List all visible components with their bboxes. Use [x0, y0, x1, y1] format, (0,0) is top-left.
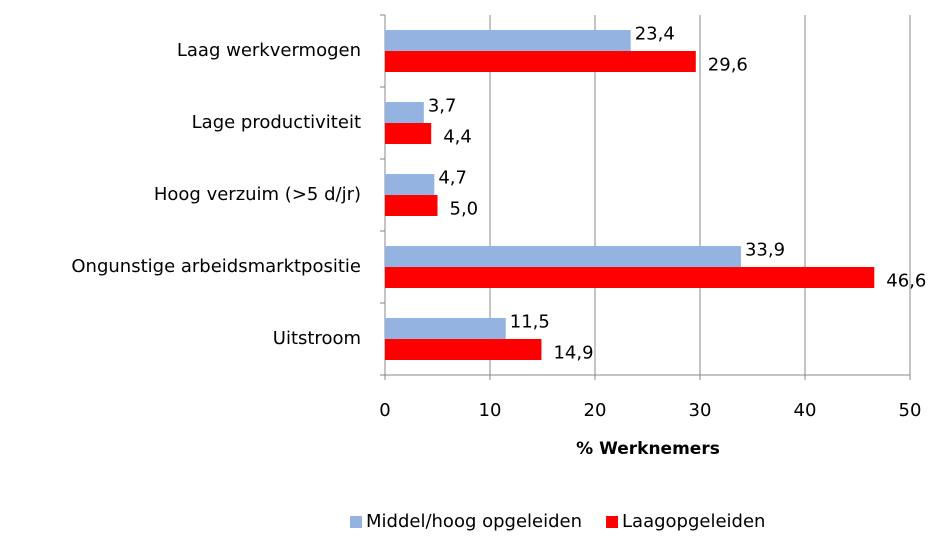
value-label: 46,6	[886, 271, 926, 292]
x-tick-label: 0	[379, 400, 390, 421]
value-label: 29,6	[708, 55, 748, 76]
y-tick-label: Laag werkvermogen	[177, 40, 361, 61]
x-tick-label: 10	[479, 400, 502, 421]
bar	[385, 267, 875, 288]
legend-label: Middel/hoog opgeleiden	[366, 511, 582, 532]
value-label: 3,7	[428, 96, 457, 117]
value-label: 14,9	[553, 343, 593, 364]
bar	[385, 123, 432, 144]
legend-label: Laagopgeleiden	[622, 511, 765, 532]
bar	[385, 339, 542, 360]
legend-swatch	[350, 516, 362, 528]
value-label: 5,0	[450, 199, 479, 220]
y-tick-label: Ongunstige arbeidsmarktpositie	[71, 256, 361, 277]
x-tick-label: 40	[794, 400, 817, 421]
value-label: 23,4	[635, 24, 675, 45]
x-axis-label: % Werknemers	[576, 439, 720, 459]
bar	[385, 195, 438, 216]
y-tick-label: Hoog verzuim (>5 d/jr)	[154, 184, 361, 205]
bar	[385, 174, 435, 195]
bar	[385, 102, 424, 123]
bar	[385, 51, 696, 72]
y-tick-label: Lage productiviteit	[192, 112, 361, 133]
x-tick-label: 30	[689, 400, 712, 421]
bar	[385, 246, 741, 267]
value-label: 4,7	[438, 168, 467, 189]
bar	[385, 318, 506, 339]
value-label: 11,5	[510, 312, 550, 333]
legend-swatch	[606, 516, 619, 528]
bar	[385, 30, 631, 51]
x-tick-label: 50	[899, 400, 922, 421]
y-tick-label: Uitstroom	[273, 328, 361, 349]
value-label: 33,9	[745, 240, 785, 261]
value-label: 4,4	[443, 127, 472, 148]
x-tick-label: 20	[584, 400, 607, 421]
